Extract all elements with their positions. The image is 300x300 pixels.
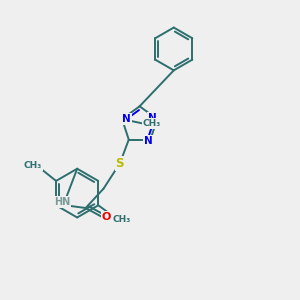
Text: CH₃: CH₃: [143, 119, 161, 128]
Text: S: S: [116, 157, 124, 170]
Text: HN: HN: [54, 197, 70, 207]
Text: N: N: [122, 114, 131, 124]
Text: N: N: [148, 112, 157, 123]
Text: N: N: [144, 136, 152, 146]
Text: CH₃: CH₃: [24, 161, 42, 170]
Text: O: O: [102, 212, 111, 222]
Text: CH₃: CH₃: [113, 215, 131, 224]
